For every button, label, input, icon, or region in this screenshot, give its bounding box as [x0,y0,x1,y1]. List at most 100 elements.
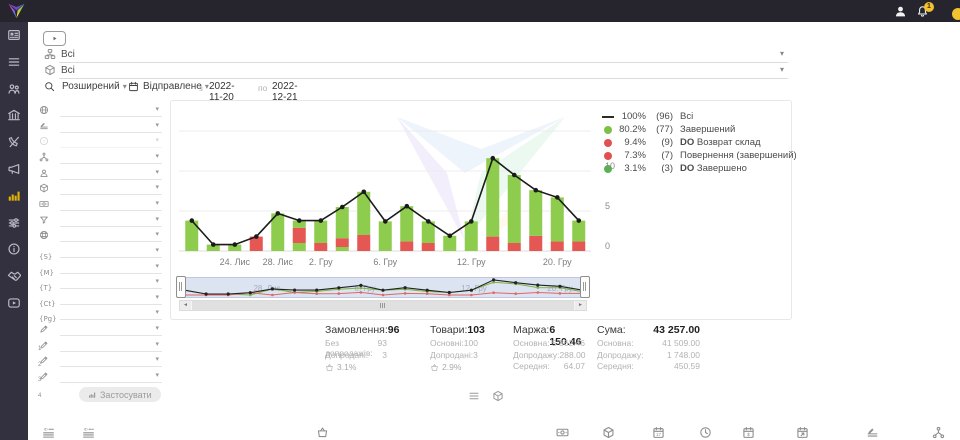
sidebar-item-calls[interactable] [7,135,21,149]
sidebar-item-finance[interactable] [7,108,21,122]
search-mode-select[interactable]: Розширений ▾ [62,81,127,92]
avatar[interactable] [894,5,907,18]
department-select[interactable]: Всі ▾ [42,48,788,63]
stat-sub-label: Основні: [430,338,464,348]
chevron-down-icon: ▾ [155,278,159,286]
toolbar-payments[interactable] [556,426,569,439]
toolbar-calendar-day[interactable]: 17 [652,426,665,439]
legend-item[interactable]: 9.4% (9) DO Возврат склад [601,136,787,149]
filter-select-custom-field-1[interactable] [60,322,162,337]
date-type-select[interactable]: Відправлене ▾ [143,81,209,92]
legend-label: DO Завершено [680,163,747,174]
filter-select-term-tag[interactable] [60,275,162,290]
toolbar-calendar-payments[interactable]: $ [742,426,755,439]
view-toggle-product-view[interactable] [492,389,505,402]
basket-icon [430,363,439,372]
scroll-right-button[interactable]: ► [575,301,586,310]
toolbar-layers[interactable] [866,426,879,439]
megaphone-icon [7,162,21,176]
package-icon [602,426,615,440]
toolbar-products[interactable] [602,426,615,439]
sidebar-item-dashboard[interactable] [7,28,21,42]
filter-select-content-tag[interactable] [60,291,162,305]
filter-row-product: ▾ [36,181,162,196]
notification-badge: 1 [924,1,934,12]
filter-select-page-tag[interactable] [60,306,162,321]
filter-select-country[interactable] [60,103,162,117]
sidebar-item-tutorials[interactable] [7,296,21,310]
brace-ct-icon: {Ct} [39,299,56,308]
filter-select-funnel[interactable] [60,213,162,227]
sidebar-item-customers[interactable] [7,82,21,96]
legend-count: (96) [656,111,673,122]
filter-select-region[interactable] [60,228,162,243]
legend-percent: 3.1% [624,163,646,174]
filter-row-source-tag: {S} ▾ [36,244,162,260]
scrollbar-thumb[interactable] [192,301,574,310]
y-axis-label: 5 [605,201,611,211]
stat-value: 103 [467,324,485,336]
brace-pg-icon: {Pg} [39,315,57,324]
stat-column: Замовлення: 96 Без допродажів: 93 Допродані:… [325,324,399,373]
sidebar-item-orders[interactable] [7,55,21,69]
toolbar-orders-by-id[interactable]: ID [42,426,55,439]
chevron-down-icon: ▾ [155,356,159,364]
line-marker [340,204,345,210]
filter-select-manager[interactable] [60,166,162,180]
pencil-icon: 3 [38,355,49,383]
legend-item[interactable]: 3.1% (3) DO Завершено [601,162,787,175]
bar-segment [292,243,306,251]
navigator-marker [558,284,562,288]
layers-icon [866,426,879,440]
bar-segment [507,243,521,251]
scroll-left-button[interactable]: ◄ [180,301,191,310]
dot-marker-icon [603,164,612,173]
sidebar-item-marketing[interactable] [7,162,21,176]
notifications-bell[interactable]: 1 [916,1,934,18]
toolbar-calendar-export[interactable] [796,426,809,439]
toolbar-time[interactable] [699,426,712,439]
filter-select-custom-field-2[interactable] [60,338,162,352]
stat-value: 43 257.00 [653,324,700,336]
calendar-dollar-icon: $ [742,426,755,440]
stat-sub-value: 3 [473,349,478,360]
toolbar-orders-by-id-alt[interactable]: ID [82,426,95,439]
legend-item[interactable]: 7.3% (7) Повернення (завершений) [601,149,797,162]
line-marker [512,172,517,178]
bar-segment [271,213,285,251]
bar-segment [357,235,371,251]
line-marker [404,203,410,209]
sidebar-item-partners[interactable] [7,269,21,283]
chevron-down-icon: ▾ [155,168,159,176]
filter-select-source-tag[interactable] [60,244,162,258]
navigator-marker [248,291,252,295]
toolbar-structure[interactable] [932,426,945,439]
filter-select-medium-tag[interactable] [60,260,162,274]
view-toggle-list-view[interactable] [468,389,481,402]
navigator-handle-left[interactable] [176,276,186,298]
dropdown-value: Всі [61,65,75,76]
filter-select-custom-field-4[interactable] [60,369,162,384]
legend-item[interactable]: 80.2% (77) Завершений [601,123,787,136]
bar-segment [335,207,349,239]
filter-select-custom-field-3[interactable] [60,353,162,368]
sidebar-item-settings[interactable] [7,216,21,230]
navigator-handle-right[interactable] [580,276,590,298]
product-select[interactable]: Всі ▾ [42,64,788,79]
chevron-down-icon: ▾ [779,49,784,58]
filter-select-payment[interactable] [60,197,162,211]
sidebar-item-info[interactable] [7,242,21,256]
video-guide-button[interactable] [43,31,66,46]
legend-item[interactable]: 100% (96) Всі [601,110,787,123]
bar-segment [314,220,328,243]
apply-button[interactable]: Застосувати [79,387,161,402]
sidebar-item-statistics[interactable] [7,189,21,203]
toolbar-basket[interactable] [316,426,329,439]
filter-select-structure[interactable] [60,150,162,164]
chevron-down-icon: ▾ [155,215,159,223]
chevron-down-icon: ▾ [155,152,159,160]
filter-select-source[interactable] [60,119,162,133]
app-logo[interactable] [7,3,26,19]
filter-select-product[interactable] [60,181,162,196]
date-from-label: з [199,83,203,93]
